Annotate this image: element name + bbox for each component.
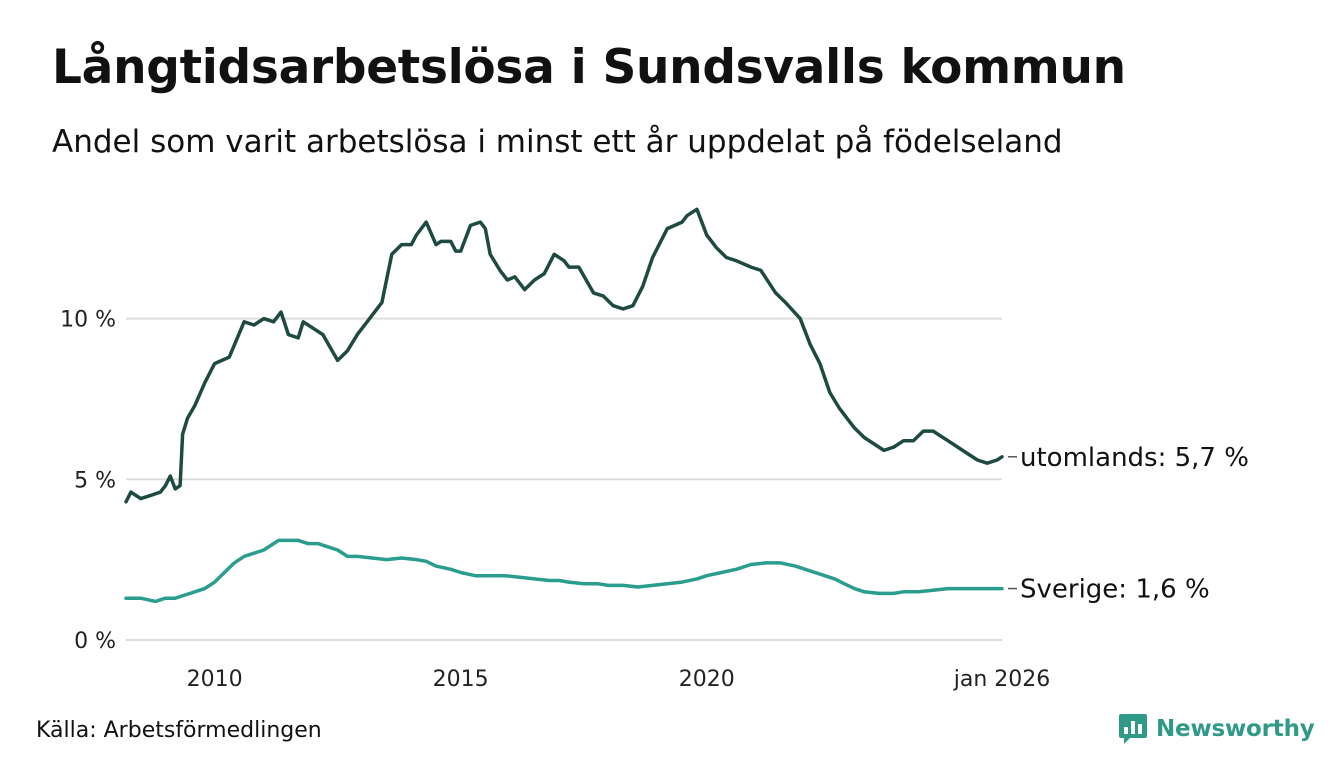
brand-name: Newsworthy <box>1156 716 1315 742</box>
x-tick-label: 2020 <box>679 667 735 692</box>
x-tick-label: 2015 <box>433 667 489 692</box>
y-tick-label: 10 % <box>60 308 116 333</box>
series-line-sverige <box>124 538 1004 604</box>
y-tick-label: 0 % <box>74 629 116 654</box>
chart-title: Långtidsarbetslösa i Sundsvalls kommun <box>52 40 1126 95</box>
series-lines <box>124 207 1004 604</box>
chart-subtitle: Andel som varit arbetslösa i minst ett å… <box>52 124 1063 160</box>
source-note: Källa: Arbetsförmedlingen <box>36 718 322 743</box>
y-tick-label: 5 % <box>74 468 116 493</box>
x-axis-ticks: 2010 2015 2020 jan 2026 <box>187 667 1051 692</box>
brand-logo[interactable]: Newsworthy <box>1118 712 1315 746</box>
gridlines <box>126 317 1002 641</box>
series-line-utomlands <box>124 207 1004 504</box>
end-label-sverige: Sverige: 1,6 % <box>1020 575 1210 605</box>
end-label-utomlands: utomlands: 5,7 % <box>1020 443 1249 473</box>
newsworthy-logo-icon <box>1119 714 1147 744</box>
line-chart: 0 % 5 % 10 % 2010 2015 2020 jan 2026 utomland… <box>60 207 1249 692</box>
x-tick-label: jan 2026 <box>953 667 1051 692</box>
x-tick-label: 2010 <box>187 667 243 692</box>
y-axis-ticks: 0 % 5 % 10 % <box>60 308 116 654</box>
end-labels: utomlands: 5,7 % Sverige: 1,6 % <box>1008 443 1249 605</box>
